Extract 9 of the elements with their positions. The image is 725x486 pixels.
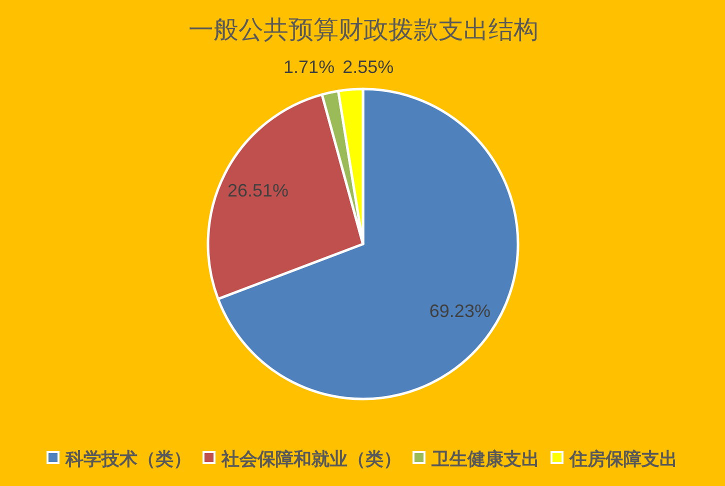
data-label: 2.55% — [342, 57, 394, 77]
data-label: 26.51% — [227, 180, 289, 201]
legend-label: 住房保障支出 — [568, 449, 678, 469]
legend-label: 卫生健康支出 — [430, 449, 540, 469]
legend-label: 科学技术（类） — [64, 449, 192, 469]
legend-label: 社会保障和就业（类） — [220, 449, 402, 469]
data-label: 69.23% — [429, 300, 490, 321]
chart-title: 一般公共预算财政拨款支出结构 — [188, 16, 538, 44]
data-label: 1.71% — [284, 57, 335, 77]
